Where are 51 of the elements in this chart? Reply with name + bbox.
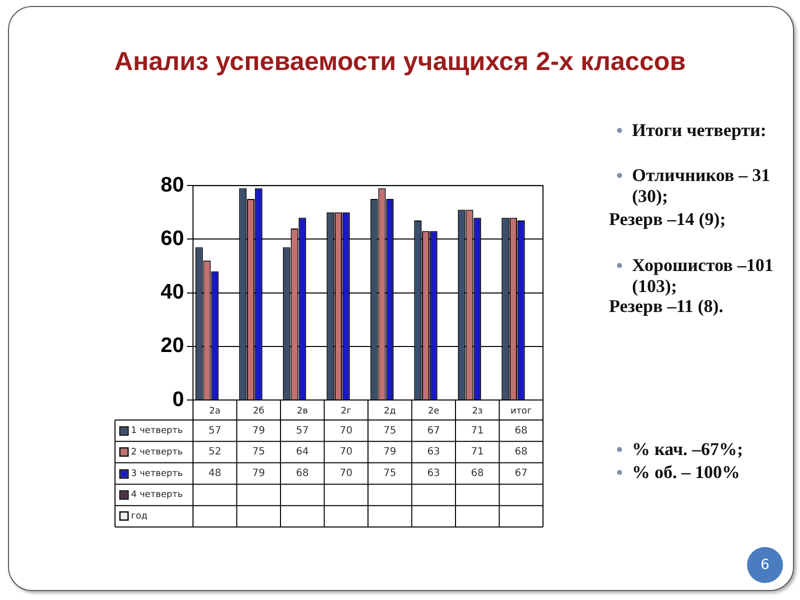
data-label: 67 (427, 425, 440, 436)
y-tick-label: 80 (160, 173, 184, 196)
data-label: 48 (208, 468, 222, 480)
x-tick-label: 2е (428, 406, 440, 417)
data-label: 68 (514, 446, 528, 458)
data-label: 75 (384, 425, 396, 436)
legend-label: 3 четверть (131, 468, 183, 479)
text: 6 (760, 557, 770, 573)
legend-label: год (131, 512, 148, 522)
text: Резерв –14 (9); (609, 209, 726, 229)
y-tick-label: 0 (172, 388, 184, 411)
data-label: 70 (340, 446, 352, 458)
x-tick-label: итог (510, 406, 532, 417)
data-label: 79 (252, 425, 265, 436)
data-label: 64 (296, 446, 309, 458)
text: Хорошистов –101 (103); (632, 255, 774, 296)
data-label: 68 (471, 468, 484, 480)
data-label: 71 (471, 425, 484, 436)
data-label: 79 (252, 468, 265, 480)
y-tick-label: 60 (160, 226, 184, 250)
data-label: 63 (427, 446, 440, 458)
chart-title: Анализ успеваемости учащихся 2-х классов (114, 46, 686, 76)
y-tick-label: 40 (160, 280, 184, 304)
data-label: 70 (340, 468, 352, 480)
x-tick-label: 2з (472, 406, 483, 417)
legend-label: 1 четверть (131, 426, 183, 436)
x-tick-label: 2а (209, 406, 220, 417)
data-label: 79 (384, 446, 396, 458)
data-label: 63 (427, 468, 440, 480)
legend-label: 4 четверть (131, 490, 183, 500)
x-tick-label: 2г (340, 406, 352, 417)
text: Отличников – 31 (30); (632, 165, 770, 206)
data-label: 75 (252, 446, 265, 458)
text: Резерв –11 (8). (609, 296, 724, 316)
data-label: 57 (208, 425, 222, 436)
data-label: 75 (384, 468, 396, 480)
data-label: 68 (514, 425, 528, 436)
data-label: 57 (296, 425, 309, 436)
text: % кач. –67%; (632, 439, 744, 459)
x-tick-label: 2д (384, 406, 396, 417)
legend-label: 2 четверть (131, 447, 183, 458)
data-label: 71 (471, 446, 484, 458)
data-label: 70 (340, 425, 352, 436)
data-label: 68 (296, 468, 309, 480)
x-tick-label: 2в (296, 406, 308, 417)
text: Итоги четверти: (632, 120, 766, 140)
data-label: 52 (208, 446, 222, 458)
data-label: 67 (514, 468, 528, 480)
x-tick-label: 2б (252, 406, 265, 417)
y-tick-label: 20 (160, 334, 184, 358)
text: % об. – 100% (632, 462, 740, 482)
